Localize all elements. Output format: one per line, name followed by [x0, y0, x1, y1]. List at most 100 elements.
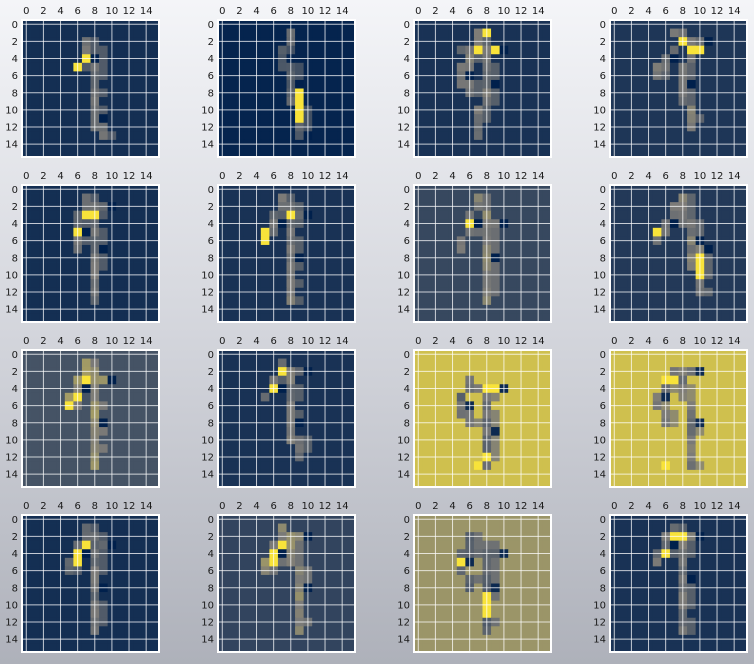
heatmap-cell	[422, 461, 432, 471]
y-tick-label: 0	[600, 20, 606, 31]
heatmap-cell	[260, 392, 270, 402]
heatmap-cell	[669, 114, 679, 124]
heatmap-cell	[721, 262, 731, 272]
heatmap-cell	[329, 409, 339, 419]
heatmap-cell	[473, 313, 483, 323]
heatmap-cell	[618, 574, 628, 584]
heatmap-cell	[491, 313, 501, 323]
heatmap-cell	[738, 523, 748, 533]
heatmap-cell	[64, 609, 74, 619]
x-tick-label: 8	[680, 6, 686, 17]
heatmap-cell	[738, 574, 748, 584]
heatmap-cell	[508, 28, 518, 38]
heatmap-cell	[277, 609, 287, 619]
heatmap-cell	[652, 358, 662, 368]
heatmap-cell	[542, 148, 552, 158]
heatmap-cell	[439, 427, 449, 437]
x-tick-label: 10	[694, 171, 707, 182]
heatmap-cell	[491, 62, 501, 72]
heatmap-cell	[652, 262, 662, 272]
x-tick-label: 8	[288, 501, 294, 512]
heatmap-cell	[473, 444, 483, 454]
heatmap-cell	[346, 62, 356, 72]
heatmap-cell	[635, 427, 645, 437]
panel-frame	[413, 514, 552, 653]
x-tick-label: 6	[75, 501, 81, 512]
heatmap-cell	[226, 392, 236, 402]
heatmap-cell	[295, 409, 305, 419]
y-tick-label: 8	[600, 418, 606, 429]
heatmap-cell	[422, 643, 432, 653]
heatmap-cell	[738, 592, 748, 602]
heatmap-cell	[473, 114, 483, 124]
heatmap-cell	[542, 392, 552, 402]
heatmap-cell	[525, 358, 535, 368]
heatmap-cell	[226, 131, 236, 141]
heatmap-cell	[150, 592, 160, 602]
y-tick-label: 4	[208, 549, 214, 560]
heatmap-cell	[150, 461, 160, 471]
heatmap-cell	[704, 28, 714, 38]
heatmap-cell	[473, 279, 483, 289]
heatmap-cell	[150, 45, 160, 55]
heatmap-cell	[652, 592, 662, 602]
y-tick-label: 0	[600, 515, 606, 526]
heatmap-cell	[277, 523, 287, 533]
heatmap-cell	[260, 313, 270, 323]
heatmap-cell	[30, 523, 40, 533]
heatmap-cell	[439, 79, 449, 89]
heatmap-cell	[81, 313, 91, 323]
heatmap-cell	[669, 358, 679, 368]
heatmap-cell	[652, 45, 662, 55]
heatmap-cell	[133, 97, 143, 107]
heatmap-cell	[508, 409, 518, 419]
panel-frame	[21, 514, 160, 653]
heatmap-cell	[473, 609, 483, 619]
y-tick-label: 14	[397, 470, 410, 481]
x-tick-label: 12	[711, 171, 724, 182]
heatmap-cell	[30, 45, 40, 55]
heatmap-cell	[525, 210, 535, 220]
heatmap-cell	[226, 279, 236, 289]
heatmap-cell	[64, 643, 74, 653]
y-tick-label: 4	[12, 384, 18, 395]
heatmap-cell	[721, 523, 731, 533]
heatmap-cell	[47, 62, 57, 72]
panel-frame	[413, 184, 552, 323]
heatmap-cell	[721, 358, 731, 368]
x-tick-label: 14	[532, 501, 545, 512]
y-tick-label: 4	[600, 549, 606, 560]
heatmap-cell	[346, 45, 356, 55]
heatmap-cell	[687, 574, 697, 584]
x-tick-label: 10	[302, 336, 315, 347]
x-tick-label: 4	[449, 501, 455, 512]
heatmap-cell	[295, 540, 305, 550]
x-tick-label: 8	[92, 6, 98, 17]
heatmap-cell	[243, 28, 253, 38]
heatmap-cell	[721, 131, 731, 141]
panel-frame	[217, 19, 356, 158]
x-tick-label: 14	[532, 171, 545, 182]
x-tick-label: 8	[92, 336, 98, 347]
y-tick-label: 4	[208, 219, 214, 230]
heatmap-cell	[738, 296, 748, 306]
heatmap-cell	[439, 375, 449, 385]
heatmap-cell	[456, 210, 466, 220]
heatmap-cell	[738, 375, 748, 385]
heatmap-cell	[721, 296, 731, 306]
heatmap-cell	[669, 523, 679, 533]
heatmap-cell	[635, 279, 645, 289]
heatmap-cell	[456, 375, 466, 385]
heatmap-cell	[456, 478, 466, 488]
heatmap-cell	[226, 262, 236, 272]
y-tick-label: 8	[12, 88, 18, 99]
y-tick-label: 4	[12, 549, 18, 560]
heatmap-cell	[439, 28, 449, 38]
x-tick-label: 0	[611, 501, 617, 512]
y-tick-label: 12	[201, 288, 214, 299]
heatmap-cell	[669, 626, 679, 636]
y-tick-label: 10	[593, 105, 606, 116]
heatmap-cell	[150, 148, 160, 158]
y-tick-label: 6	[208, 71, 214, 82]
heatmap-cell	[64, 79, 74, 89]
